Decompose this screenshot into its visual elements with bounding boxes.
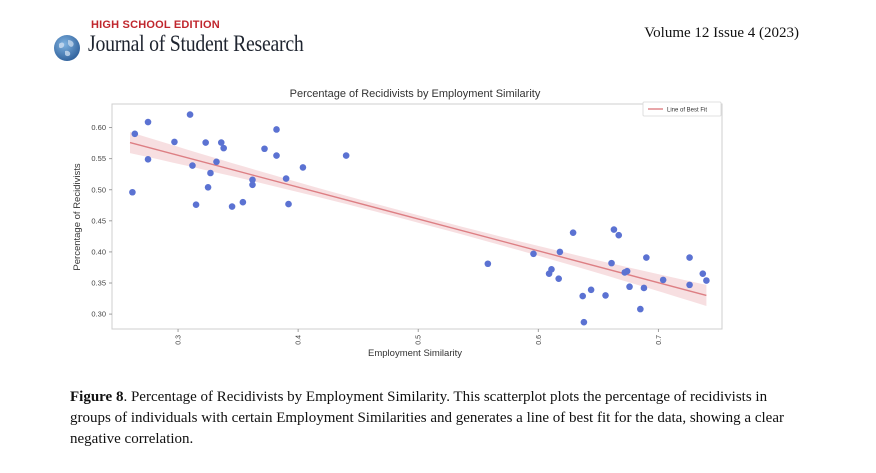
y-tick-label: 0.30: [91, 310, 106, 319]
data-point: [643, 254, 650, 261]
data-point: [249, 176, 256, 184]
volume-issue: Volume 12 Issue 4 (2023): [644, 25, 799, 41]
data-point: [249, 181, 256, 189]
data-point: [342, 152, 350, 159]
data-point: [626, 283, 633, 291]
data-point: [261, 145, 268, 153]
y-tick-label: 0.60: [91, 123, 106, 132]
best-fit-line: [129, 141, 707, 297]
data-point: [580, 318, 588, 326]
data-point: [530, 250, 537, 258]
data-point: [659, 276, 667, 284]
edition-label: HIGH SCHOOL EDITION: [91, 19, 220, 31]
data-point: [484, 260, 492, 268]
journal-title: Journal of Student Research: [88, 31, 304, 56]
y-tick-label: 0.45: [91, 216, 106, 225]
data-point: [171, 138, 178, 146]
data-point: [129, 188, 136, 196]
data-point: [131, 130, 139, 138]
data-point: [192, 201, 200, 208]
data-point: [202, 139, 209, 146]
y-axis-label: Percentage of Recidivists: [72, 163, 83, 270]
data-point: [686, 254, 693, 261]
data-point: [285, 200, 292, 208]
figure-label: Figure 8: [70, 389, 124, 405]
data-point: [213, 158, 220, 166]
figure-caption-text: . Percentage of Recidivists by Employmen…: [70, 389, 784, 447]
data-point: [186, 111, 194, 118]
data-point: [556, 248, 564, 256]
data-point: [548, 266, 555, 273]
x-tick-label: 0.7: [656, 335, 663, 345]
data-point: [686, 281, 693, 289]
data-point: [579, 292, 587, 300]
data-point: [640, 284, 648, 292]
data-point: [610, 226, 618, 233]
legend-box: [642, 101, 722, 117]
globe-icon: [54, 35, 80, 61]
data-point: [273, 126, 280, 133]
data-point: [699, 270, 707, 277]
scatter-chart: Percentage of Recidivists by Employment …: [72, 88, 723, 359]
data-point: [299, 164, 307, 171]
data-point: [637, 305, 644, 313]
data-point: [602, 292, 609, 299]
data-point: [273, 152, 280, 159]
x-tick-label: 0.3: [176, 335, 183, 345]
data-point: [615, 231, 623, 239]
data-point: [207, 169, 214, 177]
y-tick-label: 0.55: [91, 154, 106, 163]
data-point: [228, 203, 236, 210]
y-tick-label: 0.50: [91, 185, 106, 194]
figure-caption: Figure 8. Percentage of Recidivists by E…: [70, 387, 790, 450]
legend: Line of Best Fit: [642, 101, 722, 117]
data-point: [239, 198, 247, 206]
plot-frame: [111, 103, 723, 330]
data-point: [608, 259, 615, 267]
x-tick-label: 0.6: [536, 335, 543, 345]
legend-label-best-fit: Line of Best Fit: [667, 108, 707, 114]
data-point: [220, 144, 227, 152]
y-tick-label: 0.40: [91, 247, 106, 256]
data-point: [623, 267, 631, 275]
data-point: [217, 139, 225, 146]
y-tick-label: 0.35: [91, 279, 106, 288]
data-point: [189, 162, 196, 169]
chart-title: Percentage of Recidivists by Employment …: [290, 88, 541, 100]
data-point: [569, 229, 577, 236]
x-tick-label: 0.4: [296, 335, 303, 345]
x-axis-label: Employment Similarity: [368, 348, 462, 359]
x-tick-label: 0.5: [416, 335, 423, 345]
data-point: [282, 175, 290, 182]
data-point: [587, 286, 595, 294]
data-point: [555, 275, 562, 282]
data-point: [144, 118, 152, 126]
data-point: [703, 277, 710, 284]
data-point: [204, 183, 212, 191]
data-point: [144, 156, 152, 163]
